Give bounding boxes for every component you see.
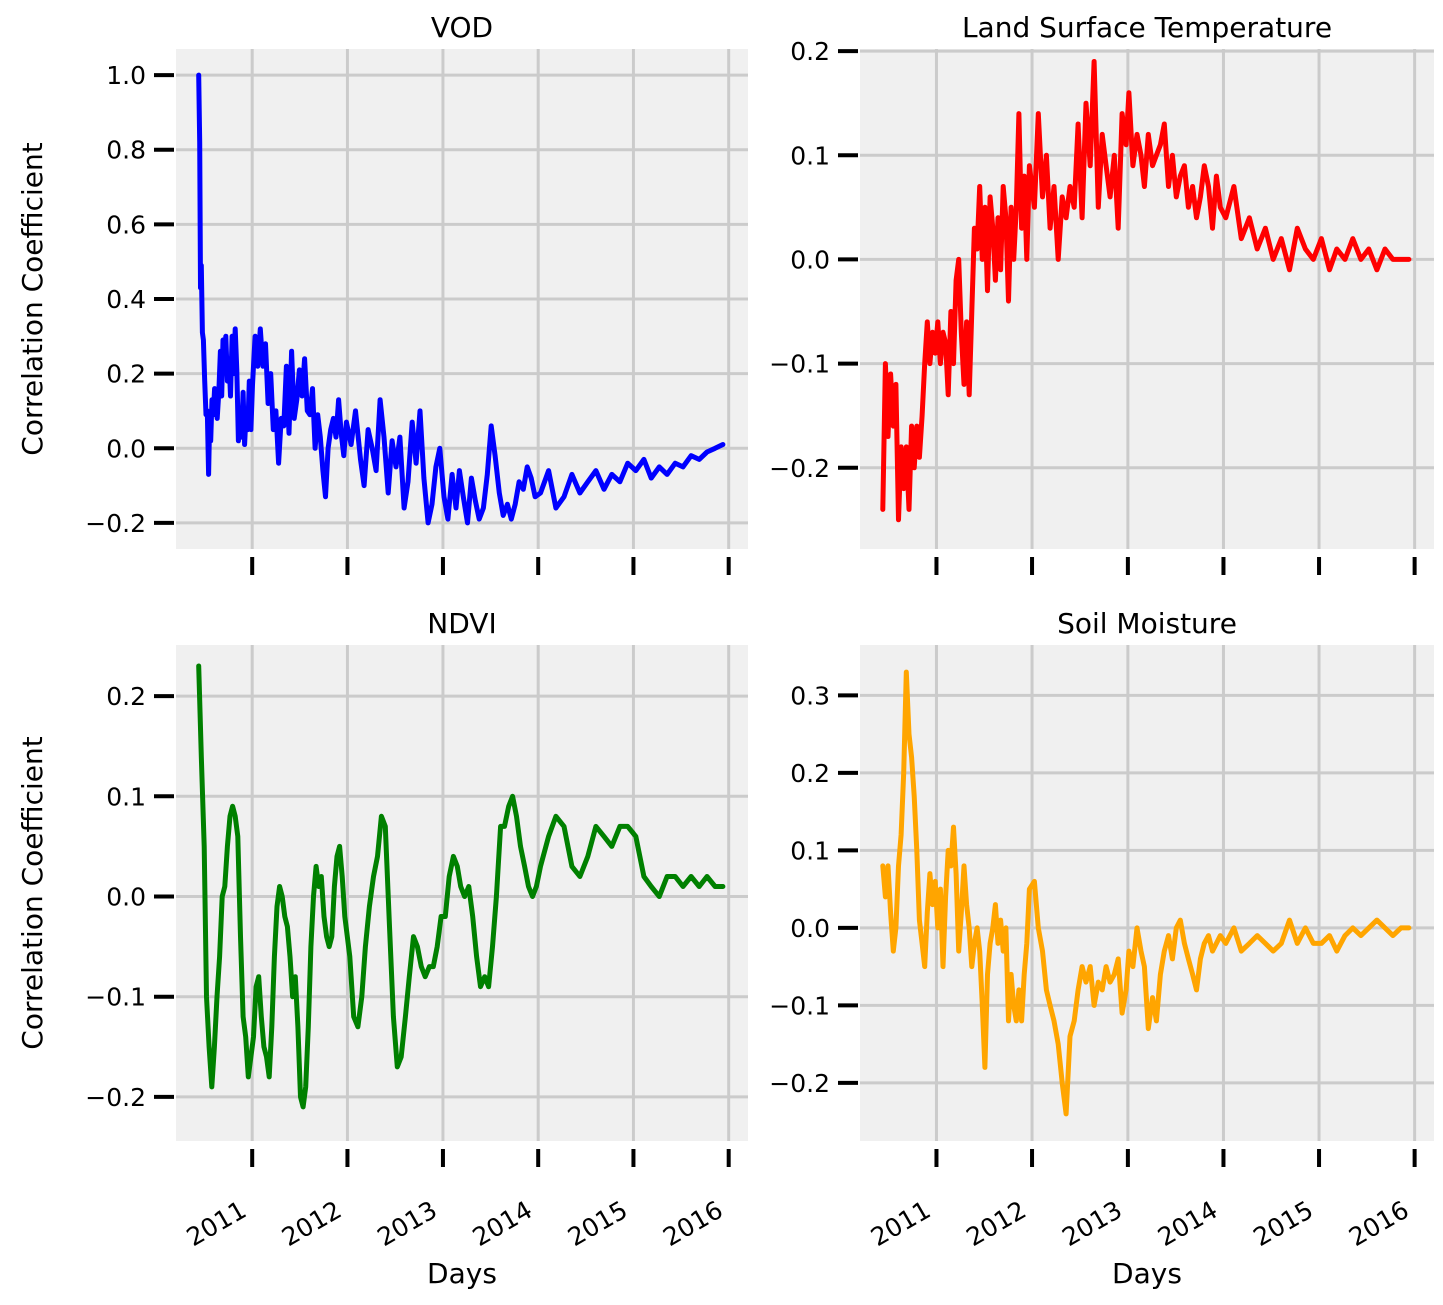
y-tick-label: 0.1 (790, 836, 830, 865)
y-tick-label: −0.2 (85, 1083, 146, 1112)
x-tick-label: 2013 (372, 1195, 442, 1252)
y-tick-label: −0.2 (85, 509, 146, 538)
y-tick-label: 0.1 (106, 782, 146, 811)
panel-lst: −0.2 −0.1 0.0 0.1 0.2 Land Surface Temperatur… (769, 11, 1434, 575)
panel-title: Soil Moisture (1057, 607, 1237, 640)
y-tick-label: 0.0 (106, 883, 146, 912)
y-tick-label: −0.1 (85, 983, 146, 1012)
x-tick-label: 2014 (1153, 1195, 1223, 1252)
y-tick-label: −0.2 (769, 454, 830, 483)
y-axis-label: Correlation Coefficient (16, 142, 49, 455)
y-tick-label: 0.2 (106, 360, 146, 389)
x-tick-label: 2015 (1248, 1195, 1318, 1252)
x-tick-label: 2011 (866, 1195, 936, 1252)
y-axis-label: Correlation Coefficient (16, 736, 49, 1049)
x-tick-label: 2012 (277, 1195, 347, 1252)
y-tick-label: 0.2 (790, 759, 830, 788)
y-tick-label: 0.2 (790, 37, 830, 66)
plot-area (860, 49, 1434, 549)
panel-title: Land Surface Temperature (962, 11, 1332, 44)
panel-title: NDVI (427, 607, 496, 640)
y-tick-label: 0.6 (106, 210, 146, 239)
x-axis-label: Days (1112, 1257, 1182, 1290)
y-tick-label: 0.0 (790, 914, 830, 943)
x-tick-label: 2011 (182, 1195, 252, 1252)
panel-vod: −0.2 0.0 0.2 0.4 0.6 0.8 1.0 VOD Correlation Coe… (16, 11, 748, 575)
x-tick-label: 2016 (1344, 1195, 1414, 1252)
series-line-soil-moisture (880, 669, 1412, 1117)
series-line-vod (196, 72, 726, 526)
panel-soil-moisture: −0.2 −0.1 0.0 0.1 0.2 0.3 2011 2012 2013 2014 2015… (769, 607, 1434, 1290)
x-axis-label: Days (427, 1257, 497, 1290)
x-tick-label: 2014 (468, 1195, 538, 1252)
y-tick-label: 0.2 (106, 682, 146, 711)
y-tick-label: 0.4 (106, 285, 146, 314)
x-tick-label: 2015 (563, 1195, 633, 1252)
panel-title: VOD (431, 11, 493, 44)
y-tick-label: −0.1 (769, 350, 830, 379)
x-tick-label: 2013 (1057, 1195, 1127, 1252)
y-tick-label: 0.1 (790, 141, 830, 170)
series-line-ndvi (196, 663, 726, 1110)
y-tick-label: 0.8 (106, 136, 146, 165)
panel-ndvi: −0.2 −0.1 0.0 0.1 0.2 2011 2012 2013 2014 2015 201… (16, 607, 748, 1252)
y-tick-label: 0.0 (106, 434, 146, 463)
y-tick-label: 1.0 (106, 61, 146, 90)
x-tick-label: 2016 (658, 1195, 728, 1252)
series-line-lst (880, 59, 1412, 523)
y-tick-label: 0.0 (790, 245, 830, 274)
y-tick-label: 0.3 (790, 681, 830, 710)
y-tick-label: −0.1 (769, 991, 830, 1020)
x-tick-label: 2012 (961, 1195, 1031, 1252)
y-tick-label: −0.2 (769, 1069, 830, 1098)
